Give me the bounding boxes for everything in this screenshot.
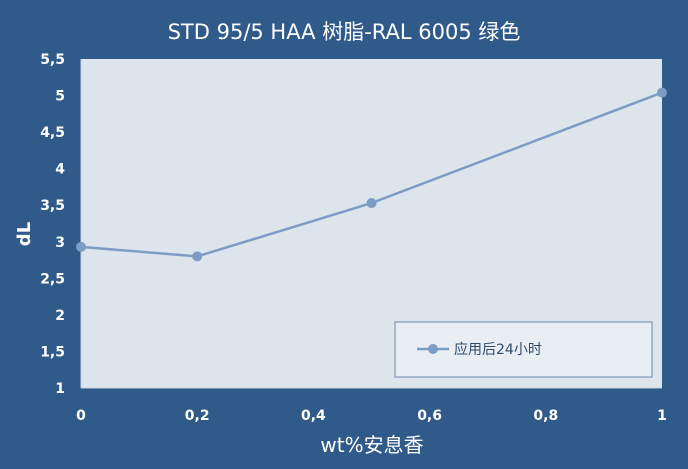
y-tick-label: 3 (55, 235, 65, 251)
data-point (76, 241, 86, 252)
y-tick-label: 5,5 (40, 52, 65, 68)
x-tick-label: 0 (76, 408, 86, 424)
x-tick-label: 0,8 (533, 408, 558, 424)
x-tick-label: 0,2 (185, 408, 210, 424)
x-axis-label: wt%安息香 (320, 433, 423, 457)
y-axis-label: dL (14, 222, 35, 246)
series-line (80, 91, 663, 258)
x-tick-label: 1 (657, 408, 667, 424)
chart-title: STD 95/5 HAA 树脂-RAL 6005 绿色 (167, 20, 521, 44)
data-point (366, 198, 377, 209)
y-tick-label: 4,5 (40, 125, 65, 141)
data-point (657, 87, 667, 98)
legend-point-marker (428, 344, 438, 354)
y-tick-label: 2,5 (40, 271, 65, 287)
y-tick-label: 3,5 (40, 198, 65, 214)
y-tick-label: 5 (55, 89, 65, 105)
y-tick-label: 2 (55, 308, 65, 324)
x-tick-label: 0,4 (301, 408, 326, 424)
legend-entry: 应用后24小时 (454, 341, 542, 358)
y-tick-label: 1,5 (40, 344, 65, 360)
data-point (192, 251, 203, 262)
x-tick-label: 0,6 (417, 408, 442, 424)
y-tick-label: 4 (55, 162, 65, 178)
y-tick-label: 1 (55, 381, 65, 397)
